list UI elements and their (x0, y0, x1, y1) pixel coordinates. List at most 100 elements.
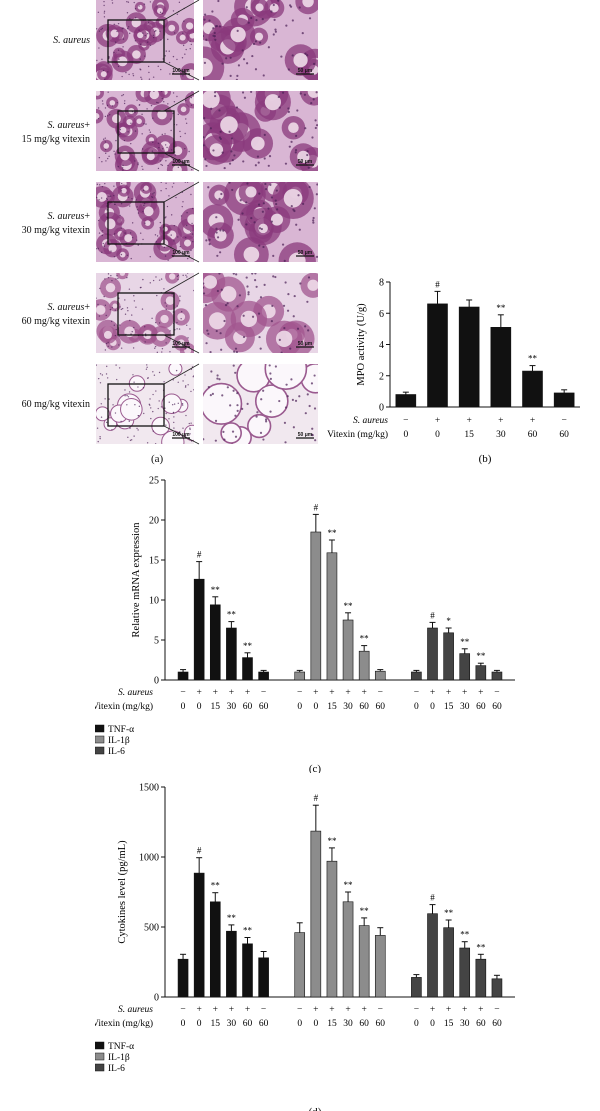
vitexin-dose: 15 (444, 1019, 454, 1029)
saureus-sign: − (180, 1005, 185, 1015)
vitexin-dose: 0 (297, 1019, 302, 1029)
saureus-sign: + (435, 416, 440, 426)
vitexin-dose: 15 (444, 702, 454, 712)
zoom-connector (163, 0, 200, 81)
vitexin-dose: 30 (496, 430, 506, 440)
bar (374, 935, 386, 998)
saureus-sign: − (297, 688, 302, 698)
legend-swatch (95, 1063, 105, 1072)
bar (475, 665, 487, 681)
bar (326, 552, 338, 681)
vitexin-dose: 15 (211, 1019, 221, 1029)
panel-label: (c) (309, 763, 322, 773)
vitexin-dose: 0 (197, 1019, 202, 1029)
bar (491, 978, 503, 998)
vitexin-dose: 0 (197, 702, 202, 712)
vitexin-dose: 60 (492, 702, 502, 712)
y-tick-label: 1000 (139, 853, 159, 864)
y-tick-label: 10 (149, 596, 159, 607)
vitexin-dose: 60 (528, 430, 538, 440)
bar (193, 872, 205, 998)
significance-mark: ** (476, 651, 486, 661)
saureus-sign: + (329, 688, 334, 698)
significance-mark: ** (344, 601, 354, 611)
y-tick-label: 15 (149, 556, 159, 567)
bar (310, 830, 322, 998)
vitexin-dose: 60 (243, 1019, 253, 1029)
scale-bar-label: 50 μm (298, 68, 313, 74)
vitexin-row-label: Vitexin (mg/kg) (95, 1018, 153, 1029)
significance-mark: ** (360, 906, 370, 916)
bar (177, 958, 189, 998)
y-axis-label: Relative mRNA expression (131, 522, 142, 638)
vitexin-dose: 0 (313, 1019, 318, 1029)
bar (374, 670, 386, 681)
vitexin-dose: 30 (343, 702, 353, 712)
saureus-sign: − (403, 416, 408, 426)
legend-swatch (95, 746, 105, 755)
bar (242, 657, 253, 681)
saureus-sign: + (345, 688, 350, 698)
y-tick-label: 4 (379, 340, 384, 351)
bar (294, 671, 306, 681)
legend-swatch (95, 724, 105, 733)
saureus-sign: + (430, 688, 435, 698)
zoom-connector (163, 181, 200, 263)
significance-mark: # (197, 846, 202, 856)
y-tick-label: 20 (149, 516, 159, 527)
saureus-sign: + (213, 688, 218, 698)
vitexin-dose: 60 (359, 702, 369, 712)
panel-a-label: (a) (151, 453, 164, 465)
bar (242, 943, 253, 998)
bar (427, 627, 438, 681)
bar (258, 957, 269, 998)
vitexin-dose: 60 (243, 702, 253, 712)
vitexin-dose: 60 (476, 1019, 486, 1029)
significance-mark: ** (476, 942, 486, 952)
condition-label-4: S. aureus+ 60 mg/kg vitexin (21, 302, 90, 327)
bar (443, 927, 454, 998)
micrograph-low-mag-1: 100 μm (96, 0, 194, 80)
condition-label-3: S. aureus+ 30 mg/kg vitexin (21, 211, 90, 236)
saureus-sign: + (430, 1005, 435, 1015)
y-tick-label: 500 (144, 923, 159, 934)
bar (177, 671, 189, 681)
scale-bar-label: 50 μm (298, 159, 313, 165)
significance-mark: # (197, 550, 202, 560)
y-tick-label: 0 (379, 403, 384, 414)
saureus-sign: − (378, 1005, 383, 1015)
vitexin-dose: 60 (559, 430, 569, 440)
legend-label: TNF-α (108, 725, 134, 735)
significance-mark: ** (496, 303, 506, 313)
saureus-sign: + (196, 1005, 201, 1015)
significance-mark: ** (243, 926, 253, 936)
legend-label: IL-6 (108, 1064, 125, 1074)
bar (209, 901, 221, 998)
saureus-sign: + (245, 1005, 250, 1015)
vitexin-dose: 30 (460, 702, 470, 712)
significance-mark: ** (528, 354, 538, 364)
zoom-connector (163, 90, 200, 172)
bar (226, 627, 237, 681)
y-tick-label: 5 (154, 636, 159, 647)
bar (490, 327, 512, 408)
saureus-sign: + (462, 1005, 467, 1015)
vitexin-dose: 60 (259, 702, 269, 712)
vitexin-dose: 15 (327, 1019, 337, 1029)
inset-box (117, 292, 175, 336)
saureus-sign: + (478, 1005, 483, 1015)
saureus-sign: − (414, 688, 419, 698)
vitexin-dose: 0 (181, 702, 186, 712)
saureus-sign: + (313, 1005, 318, 1015)
saureus-sign: + (196, 688, 201, 698)
bar (443, 632, 454, 681)
saureus-sign: + (498, 416, 503, 426)
saureus-sign: − (494, 1005, 499, 1015)
condition-label-1: S. aureus (53, 35, 90, 46)
vitexin-row-label: Vitexin (mg/kg) (95, 701, 153, 712)
significance-mark: ** (243, 641, 253, 651)
saureus-sign: + (361, 688, 366, 698)
bar (459, 947, 471, 998)
saureus-sign: − (494, 688, 499, 698)
